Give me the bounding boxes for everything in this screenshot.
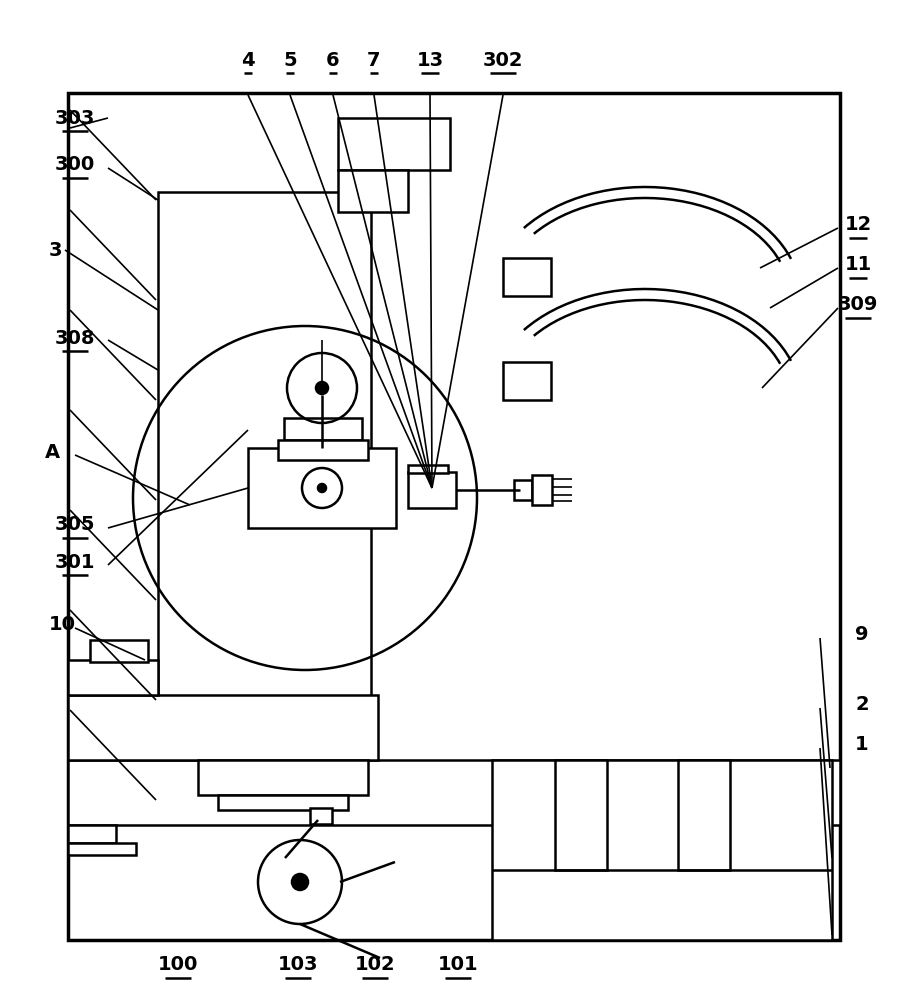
- Text: 7: 7: [367, 50, 380, 70]
- Text: 308: 308: [54, 328, 95, 348]
- Text: 300: 300: [54, 155, 95, 174]
- Bar: [248, 448, 396, 528]
- Bar: [408, 472, 456, 508]
- Text: 305: 305: [54, 516, 95, 534]
- Bar: [284, 418, 362, 440]
- Text: 301: 301: [54, 552, 95, 572]
- Text: 303: 303: [54, 108, 95, 127]
- Bar: [310, 808, 332, 824]
- Text: 3: 3: [48, 240, 62, 259]
- Text: 6: 6: [326, 50, 340, 70]
- Bar: [158, 192, 371, 772]
- Text: 309: 309: [838, 296, 878, 314]
- Text: 1: 1: [855, 736, 869, 754]
- Bar: [68, 760, 840, 825]
- Circle shape: [318, 484, 326, 492]
- Text: 10: 10: [48, 615, 75, 635]
- Text: 11: 11: [844, 255, 872, 274]
- Text: 5: 5: [283, 50, 297, 70]
- Bar: [68, 695, 378, 760]
- Bar: [68, 843, 136, 855]
- Text: 13: 13: [417, 50, 444, 70]
- Bar: [68, 93, 840, 940]
- Text: 100: 100: [158, 956, 198, 974]
- Bar: [678, 760, 730, 870]
- Text: 101: 101: [438, 956, 479, 974]
- Circle shape: [292, 874, 308, 890]
- Bar: [90, 640, 148, 662]
- Bar: [278, 440, 368, 460]
- Bar: [492, 760, 832, 940]
- Text: A: A: [44, 442, 60, 462]
- Text: 103: 103: [278, 956, 318, 974]
- Text: 9: 9: [855, 626, 869, 645]
- Bar: [198, 760, 368, 795]
- Bar: [514, 480, 532, 500]
- Text: 302: 302: [483, 50, 523, 70]
- Text: 2: 2: [855, 696, 869, 714]
- Bar: [218, 795, 348, 810]
- Bar: [503, 258, 551, 296]
- Bar: [555, 760, 607, 870]
- Bar: [338, 118, 450, 170]
- Text: 102: 102: [355, 956, 395, 974]
- Bar: [338, 170, 408, 212]
- Text: 12: 12: [844, 216, 872, 234]
- Bar: [68, 660, 158, 695]
- Circle shape: [316, 382, 328, 394]
- Bar: [68, 825, 116, 843]
- Bar: [503, 362, 551, 400]
- Bar: [532, 475, 552, 505]
- Bar: [408, 465, 448, 473]
- Text: 4: 4: [242, 50, 255, 70]
